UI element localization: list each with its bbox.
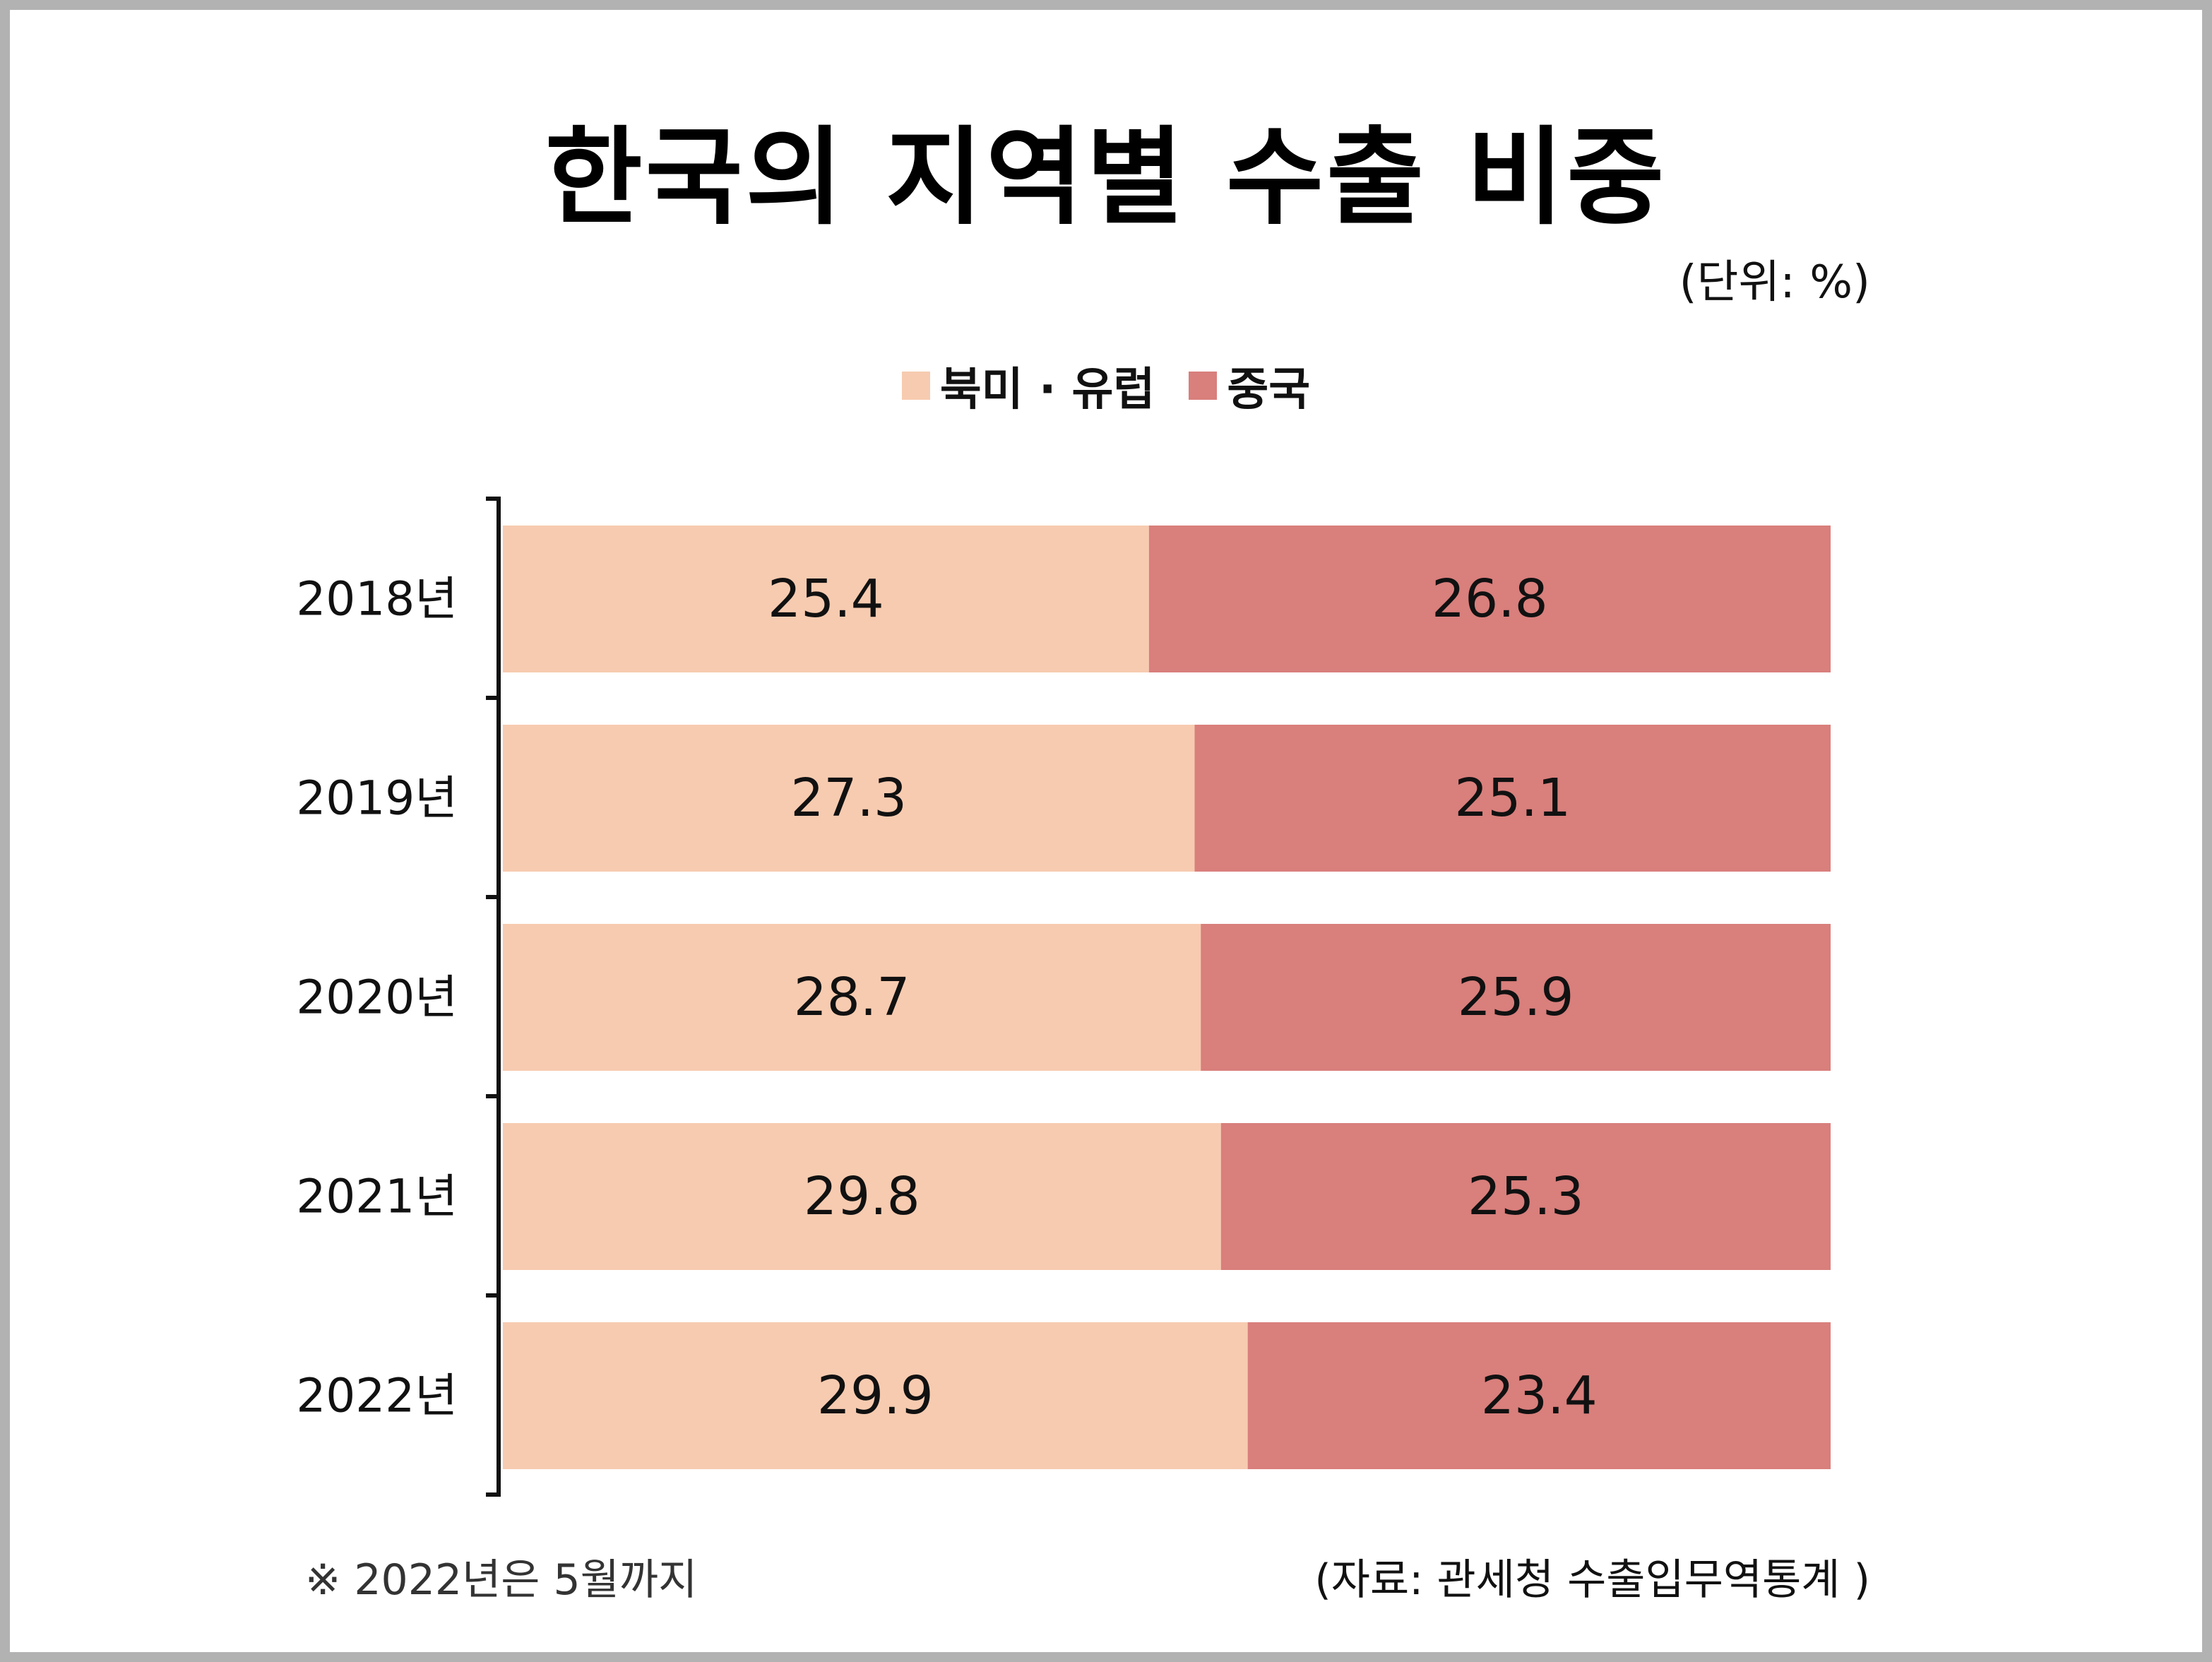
category-label: 2018년 [296,572,458,627]
bar-segment-china [1201,924,1831,1071]
category-label: 2022년 [296,1369,458,1423]
legend-swatch-china [1189,372,1218,400]
legend-swatch-north-america-europe [901,372,930,400]
data-label: 29.8 [804,1166,920,1227]
bar-segment-china [1220,1123,1831,1270]
legend-label-china: 중국 [1227,364,1311,416]
legend-label-north-america-europe: 북미 · 유럽 [939,364,1155,416]
data-label: 27.3 [790,768,907,829]
legend: 북미 · 유럽 중국 [0,353,2212,418]
unit-label: (단위: %) [1679,256,1870,309]
data-label: 23.4 [1481,1365,1598,1426]
bar-segment-china [1148,526,1831,672]
legend-item-north-america-europe: 북미 · 유럽 [901,353,1155,418]
data-label: 25.4 [768,569,884,629]
legend-item-china: 중국 [1189,353,1310,418]
bar-segment-north-america-europe [503,725,1195,872]
chart-title: 한국의 지역별 수출 비중 [545,117,1667,239]
data-label: 25.3 [1468,1166,1584,1227]
data-label: 25.1 [1454,768,1571,829]
bar-segment-north-america-europe [503,1123,1221,1270]
data-label: 25.9 [1458,967,1574,1028]
data-label: 28.7 [794,967,910,1028]
bar-segment-north-america-europe [503,924,1201,1071]
data-label: 29.9 [817,1365,934,1426]
bar-segment-china [1247,1322,1831,1469]
data-label: 26.8 [1432,569,1548,629]
category-label: 2019년 [296,771,458,826]
category-label: 2020년 [296,971,458,1025]
footnote: ※ 2022년은 5월까지 [305,1555,698,1605]
bar-segment-north-america-europe [503,526,1149,672]
bar-segment-china [1194,725,1831,872]
bar-segment-north-america-europe [503,1322,1248,1469]
category-label: 2021년 [296,1170,458,1224]
source-note: (자료: 관세청 수출입무역통계 ) [1314,1555,1870,1605]
